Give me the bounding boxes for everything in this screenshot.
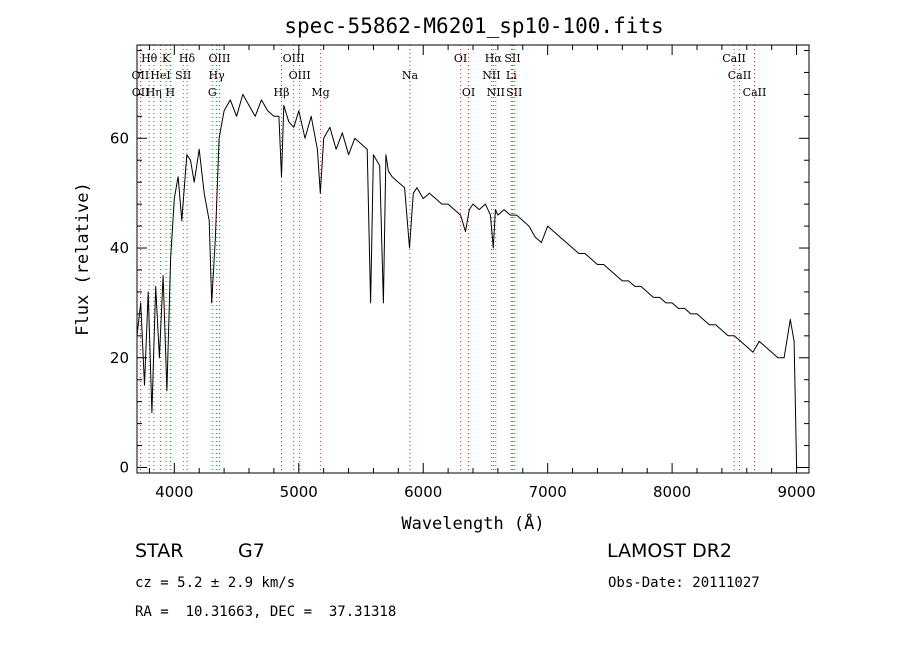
y-tick-label: 40 (110, 239, 129, 257)
spectral-line-label: Hγ (209, 69, 226, 82)
object-subclass: G7 (238, 540, 265, 562)
spectral-line-label: SII (504, 52, 520, 65)
spectral-line-label: SII (506, 86, 522, 99)
spectral-line-label: H (166, 86, 176, 99)
spectral-line-label: K (162, 52, 171, 65)
x-tick-label: 9000 (777, 483, 815, 501)
spectrum-series (136, 93, 799, 468)
y-axis-label: Flux (relative) (73, 182, 93, 336)
spectral-line-label: CaII (728, 69, 752, 82)
observation-date: Obs-Date: 20111027 (608, 575, 760, 591)
spectral-line-label: OIII (208, 52, 230, 65)
spectral-line-label: HeI (150, 69, 170, 82)
spectral-line-label: Mg (311, 86, 329, 99)
spectral-line-label: CaII (743, 86, 767, 99)
survey-name: LAMOST DR2 (607, 540, 732, 562)
y-tick-label: 20 (110, 349, 129, 367)
x-tick-label: 4000 (155, 483, 193, 501)
spectral-line-label: NII (487, 86, 505, 99)
x-axis-label: Wavelength (Å) (401, 512, 544, 534)
x-tick-label: 8000 (653, 483, 691, 501)
spectral-line-label: Hη (146, 86, 162, 99)
object-class: STAR (135, 540, 184, 562)
spectral-line-label: OI (454, 52, 467, 65)
spectral-line-label: Hβ (274, 86, 290, 99)
spectral-line-label: OIII (289, 69, 311, 82)
coordinates-info: RA = 10.31663, DEC = 37.31318 (135, 604, 397, 620)
spectral-line-markers (139, 45, 755, 473)
plot-frame (136, 44, 810, 474)
spectral-line-label: NII (482, 69, 500, 82)
x-tick-label: 5000 (280, 483, 318, 501)
x-tick-label: 7000 (529, 483, 567, 501)
spectral-line-label: SII (175, 69, 191, 82)
x-tick-label: 6000 (404, 483, 442, 501)
spectral-line-label: Hδ (179, 52, 196, 65)
spectral-line-label: Hα (485, 52, 503, 65)
redshift-info: cz = 5.2 ± 2.9 km/s (135, 575, 296, 591)
chart-title: spec-55862-M6201_sp10-100.fits (284, 14, 663, 38)
spectral-line-label: OI (462, 86, 475, 99)
y-tick-label: 60 (110, 129, 129, 147)
spectral-line-label: CaII (722, 52, 746, 65)
y-tick-label: 0 (119, 459, 129, 477)
y-axis: 0 20 40 60 (110, 49, 809, 477)
spectrum-line (136, 93, 799, 468)
spectral-line-label: OII (132, 69, 150, 82)
spectral-line-label: G (208, 86, 217, 99)
spectral-line-label: Na (402, 69, 419, 82)
x-axis: 4000 5000 6000 7000 8000 9000 (148, 45, 816, 501)
spectral-line-label: OIII (283, 52, 305, 65)
spectral-line-label: OII (132, 86, 150, 99)
spectral-line-label: Li (506, 69, 517, 82)
spectral-line-label: Hθ (141, 52, 158, 65)
